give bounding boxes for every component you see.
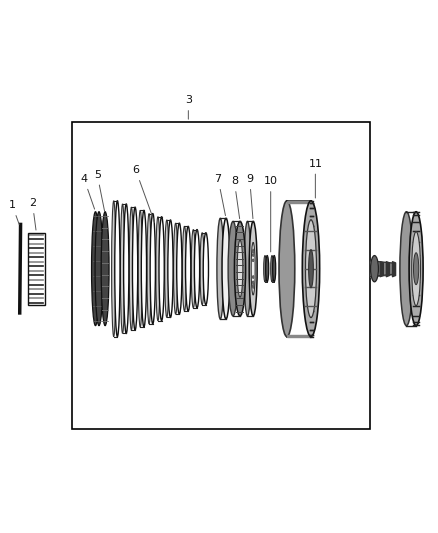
Ellipse shape xyxy=(112,201,116,336)
Ellipse shape xyxy=(409,212,423,326)
Bar xyxy=(28,232,45,305)
Ellipse shape xyxy=(252,250,254,253)
Ellipse shape xyxy=(228,221,238,316)
Ellipse shape xyxy=(252,250,254,253)
Text: 9: 9 xyxy=(246,174,253,219)
Text: 1: 1 xyxy=(9,200,19,224)
Ellipse shape xyxy=(222,219,230,319)
Polygon shape xyxy=(287,201,311,203)
Ellipse shape xyxy=(244,221,251,316)
Text: 5: 5 xyxy=(94,169,105,211)
Ellipse shape xyxy=(194,230,200,308)
Ellipse shape xyxy=(138,211,142,327)
Ellipse shape xyxy=(252,285,254,287)
Ellipse shape xyxy=(252,254,254,256)
Ellipse shape xyxy=(101,212,109,326)
Ellipse shape xyxy=(234,221,246,316)
Ellipse shape xyxy=(251,243,255,295)
Ellipse shape xyxy=(115,201,120,336)
Ellipse shape xyxy=(371,255,378,282)
Ellipse shape xyxy=(252,285,254,287)
Ellipse shape xyxy=(249,221,257,316)
Ellipse shape xyxy=(413,253,419,285)
Ellipse shape xyxy=(203,233,208,304)
Ellipse shape xyxy=(156,217,160,320)
Ellipse shape xyxy=(200,233,204,304)
Ellipse shape xyxy=(150,214,155,324)
Ellipse shape xyxy=(186,227,191,311)
Ellipse shape xyxy=(412,232,420,306)
Text: 10: 10 xyxy=(264,176,278,252)
Ellipse shape xyxy=(305,220,317,318)
Ellipse shape xyxy=(147,214,151,324)
Ellipse shape xyxy=(252,286,254,288)
Ellipse shape xyxy=(252,276,254,278)
Text: 6: 6 xyxy=(132,165,155,222)
Ellipse shape xyxy=(279,201,295,336)
Ellipse shape xyxy=(191,230,195,308)
Text: 11: 11 xyxy=(308,159,322,198)
Ellipse shape xyxy=(120,204,125,333)
Ellipse shape xyxy=(252,259,254,262)
Ellipse shape xyxy=(168,220,173,317)
Ellipse shape xyxy=(252,281,254,284)
Text: 2: 2 xyxy=(29,198,36,230)
Ellipse shape xyxy=(95,212,103,326)
Ellipse shape xyxy=(182,227,187,311)
Ellipse shape xyxy=(173,223,178,314)
Ellipse shape xyxy=(265,255,269,282)
Ellipse shape xyxy=(252,276,254,278)
Ellipse shape xyxy=(252,254,254,256)
Ellipse shape xyxy=(177,223,182,314)
Ellipse shape xyxy=(252,281,254,284)
Ellipse shape xyxy=(165,220,169,317)
Ellipse shape xyxy=(400,212,413,326)
Ellipse shape xyxy=(132,207,138,330)
Text: 4: 4 xyxy=(81,174,95,209)
Ellipse shape xyxy=(309,249,313,288)
Ellipse shape xyxy=(302,201,320,336)
Ellipse shape xyxy=(217,219,224,319)
Ellipse shape xyxy=(272,255,276,282)
Ellipse shape xyxy=(237,240,243,297)
Ellipse shape xyxy=(124,204,129,333)
Text: 7: 7 xyxy=(215,174,226,216)
Ellipse shape xyxy=(264,255,266,282)
Bar xyxy=(72,122,370,429)
Ellipse shape xyxy=(141,211,147,327)
Ellipse shape xyxy=(159,217,164,320)
Polygon shape xyxy=(287,335,311,336)
Ellipse shape xyxy=(252,249,254,252)
Text: 8: 8 xyxy=(231,176,240,219)
Ellipse shape xyxy=(92,212,99,326)
Ellipse shape xyxy=(271,255,273,282)
Ellipse shape xyxy=(252,259,254,262)
Ellipse shape xyxy=(129,207,134,330)
Text: 3: 3 xyxy=(185,95,192,119)
